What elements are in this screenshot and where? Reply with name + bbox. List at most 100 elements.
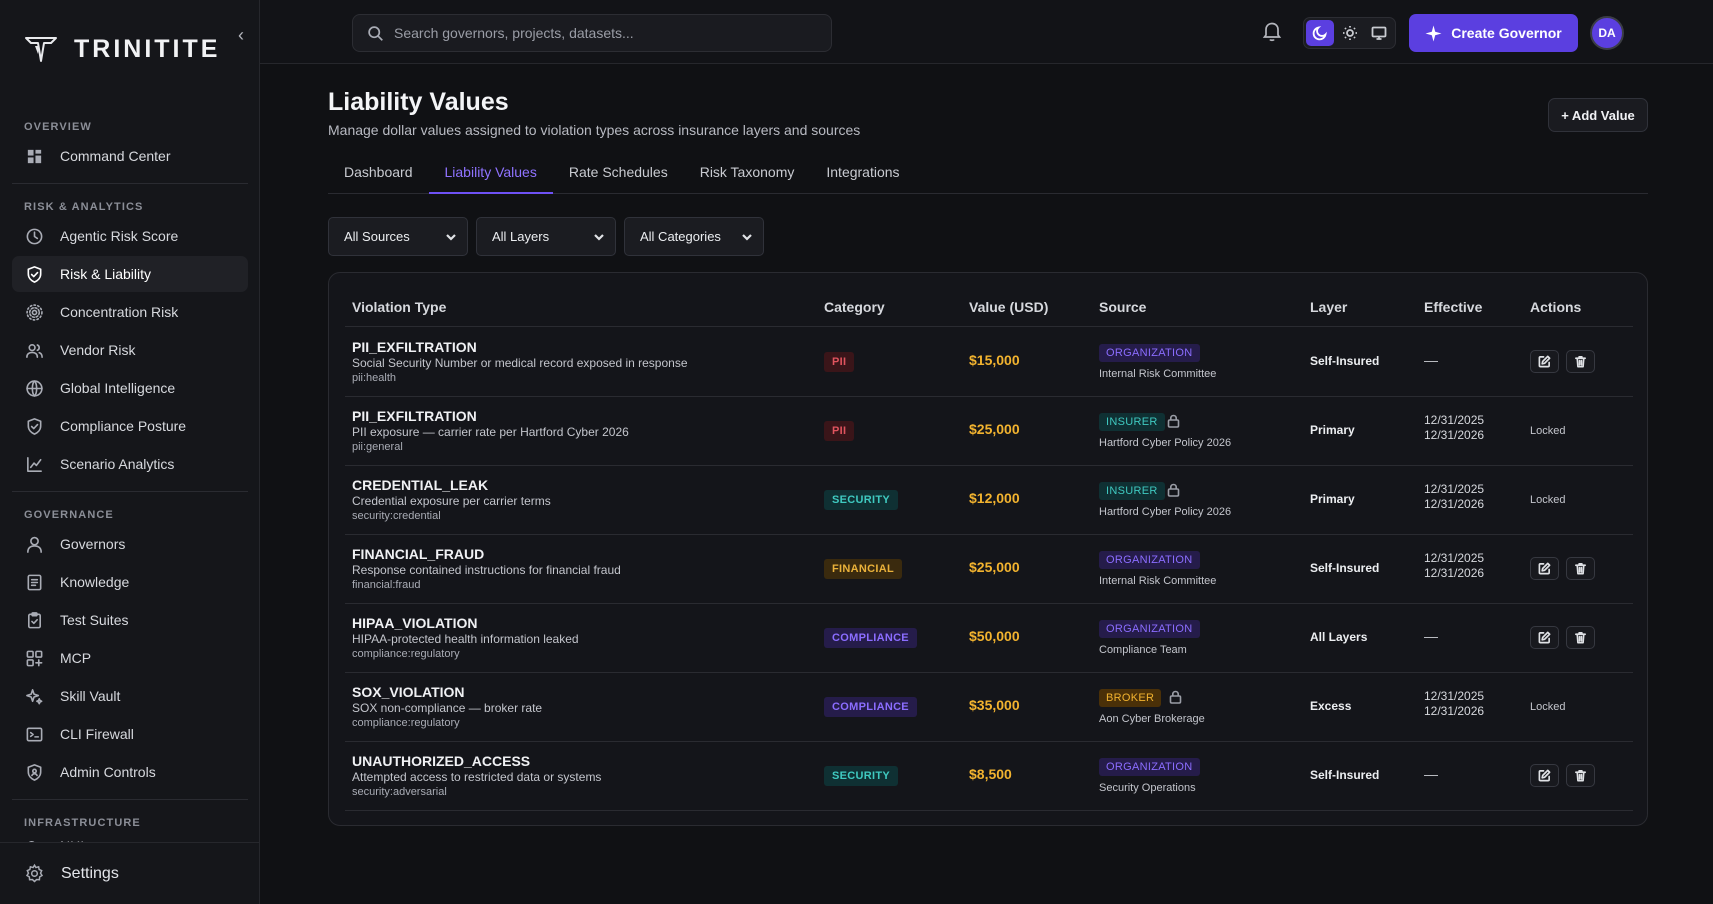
- theme-light-button[interactable]: [1336, 20, 1364, 46]
- brand-name: TRINITITE: [74, 34, 221, 63]
- effective-end-date: 12/31/2026: [1424, 428, 1485, 442]
- collapse-sidebar-button[interactable]: ‹: [232, 24, 250, 46]
- violation-type-key: pii:general: [352, 441, 403, 453]
- table-row: UNAUTHORIZED_ACCESS Attempted access to r…: [345, 742, 1633, 811]
- sidebar-item-compliance-posture[interactable]: Compliance Posture: [12, 408, 248, 444]
- sun-icon: [1342, 26, 1357, 40]
- sidebar-item-mcp[interactable]: MCP: [12, 640, 248, 676]
- select-value: All Layers: [492, 229, 550, 244]
- sidebar-item-risk-liability[interactable]: Risk & Liability: [12, 256, 248, 292]
- value-usd: $25,000: [969, 559, 1020, 575]
- edit-button[interactable]: [1530, 764, 1559, 787]
- create-governor-button[interactable]: Create Governor: [1409, 14, 1578, 52]
- nav-section-title: INFRASTRUCTURE: [24, 817, 141, 829]
- violation-type-key: financial:fraud: [352, 579, 421, 591]
- column-header: Actions: [1530, 299, 1582, 315]
- tab-integrations[interactable]: Integrations: [826, 164, 900, 180]
- gear-icon: [25, 863, 44, 883]
- value-usd: $50,000: [969, 628, 1020, 644]
- sidebar-item-vendor-risk[interactable]: Vendor Risk: [12, 332, 248, 368]
- create-governor-label: Create Governor: [1451, 25, 1562, 41]
- tab-dashboard[interactable]: Dashboard: [344, 164, 413, 180]
- delete-button[interactable]: [1566, 764, 1595, 787]
- layer-filter-select[interactable]: All Layers: [476, 217, 616, 256]
- edit-icon: [1538, 355, 1551, 368]
- sidebar-item-knowledge[interactable]: Knowledge: [12, 564, 248, 600]
- sidebar-item-label: Admin Controls: [60, 764, 156, 780]
- column-header: Effective: [1424, 299, 1483, 315]
- column-header: Value (USD): [969, 299, 1049, 315]
- avatar[interactable]: DA: [1590, 16, 1624, 50]
- violation-type-name: CREDENTIAL_LEAK: [352, 477, 489, 493]
- sidebar-item-governors[interactable]: Governors: [12, 526, 248, 562]
- violation-type-name: PII_EXFILTRATION: [352, 339, 477, 355]
- notifications-button[interactable]: [1262, 20, 1284, 44]
- search-box[interactable]: [352, 14, 832, 52]
- edit-button[interactable]: [1530, 350, 1559, 373]
- effective-empty: —: [1424, 628, 1438, 644]
- sidebar-item-label: Global Intelligence: [60, 380, 176, 396]
- theme-system-button[interactable]: [1365, 20, 1393, 46]
- delete-button[interactable]: [1566, 557, 1595, 580]
- tab-risk-taxonomy[interactable]: Risk Taxonomy: [699, 164, 795, 180]
- filter-bar: All Sources All Layers All Categories: [328, 217, 764, 256]
- delete-button[interactable]: [1566, 350, 1595, 373]
- tab-liability-values[interactable]: Liability Values: [428, 162, 553, 194]
- sidebar-item-scenario-analytics[interactable]: Scenario Analytics: [12, 446, 248, 482]
- theme-switcher: [1303, 17, 1396, 49]
- shield-user-icon: [24, 762, 44, 782]
- add-value-button[interactable]: + Add Value: [1548, 98, 1648, 132]
- sidebar-item-label: Agentic Risk Score: [60, 228, 179, 244]
- theme-dark-button[interactable]: [1306, 20, 1334, 46]
- lock-icon: [1169, 690, 1183, 704]
- sidebar-item-label: CLI Firewall: [60, 726, 134, 742]
- source-filter-select[interactable]: All Sources: [328, 217, 468, 256]
- edit-button[interactable]: [1530, 557, 1559, 580]
- table-row: CREDENTIAL_LEAK Credential exposure per c…: [345, 466, 1633, 535]
- violation-type-key: security:adversarial: [352, 786, 447, 798]
- shield-check-icon: [24, 416, 44, 436]
- source-type-badge: ORGANIZATION: [1099, 620, 1200, 638]
- sidebar-item-label: MCP: [60, 650, 92, 666]
- category-badge: SECURITY: [824, 490, 899, 510]
- sidebar-item-agentic-risk-score[interactable]: Agentic Risk Score: [12, 218, 248, 254]
- sidebar-item-concentration-risk[interactable]: Concentration Risk: [12, 294, 248, 330]
- search-input[interactable]: [394, 25, 814, 41]
- effective-empty: —: [1424, 352, 1438, 368]
- settings-label: Settings: [61, 864, 119, 882]
- edit-button[interactable]: [1530, 626, 1559, 649]
- settings-button[interactable]: Settings: [0, 842, 259, 904]
- brand[interactable]: TRINITITE: [24, 34, 220, 64]
- table-row: PII_EXFILTRATION Social Security Number o…: [345, 328, 1633, 397]
- value-usd: $25,000: [969, 421, 1020, 437]
- tab-rate-schedules[interactable]: Rate Schedules: [568, 164, 668, 180]
- source-type-badge: ORGANIZATION: [1099, 758, 1200, 776]
- sidebar-item-cli-firewall[interactable]: CLI Firewall: [12, 716, 248, 752]
- sidebar-item-command-center[interactable]: Command Center: [12, 138, 248, 174]
- layer-value: Self-Insured: [1310, 561, 1380, 575]
- category-filter-select[interactable]: All Categories: [624, 217, 764, 256]
- lock-icon: [1167, 414, 1181, 428]
- source-type-badge: ORGANIZATION: [1099, 344, 1200, 362]
- tab-bar: Dashboard Liability Values Rate Schedule…: [328, 162, 1648, 194]
- violation-type-name: UNAUTHORIZED_ACCESS: [352, 753, 531, 769]
- source-name: Hartford Cyber Policy 2026: [1099, 437, 1232, 449]
- sidebar-item-test-suites[interactable]: Test Suites: [12, 602, 248, 638]
- value-usd: $12,000: [969, 490, 1020, 506]
- trash-icon: [1574, 769, 1587, 782]
- top-bar: Create Governor DA: [260, 0, 1713, 64]
- shield-check-icon: [24, 264, 44, 284]
- delete-button[interactable]: [1566, 626, 1595, 649]
- source-type-badge: INSURER: [1099, 413, 1165, 431]
- page-subtitle: Manage dollar values assigned to violati…: [328, 122, 861, 138]
- category-badge: COMPLIANCE: [824, 628, 917, 648]
- sidebar-item-skill-vault[interactable]: Skill Vault: [12, 678, 248, 714]
- sidebar-item-admin-controls[interactable]: Admin Controls: [12, 754, 248, 790]
- source-name: Hartford Cyber Policy 2026: [1099, 506, 1232, 518]
- column-header: Source: [1099, 299, 1147, 315]
- chevron-down-icon: [446, 233, 456, 241]
- sidebar-item-global-intelligence[interactable]: Global Intelligence: [12, 370, 248, 406]
- source-name: Security Operations: [1099, 782, 1196, 794]
- violation-type-key: compliance:regulatory: [352, 648, 460, 660]
- nav-section-title: OVERVIEW: [24, 121, 92, 133]
